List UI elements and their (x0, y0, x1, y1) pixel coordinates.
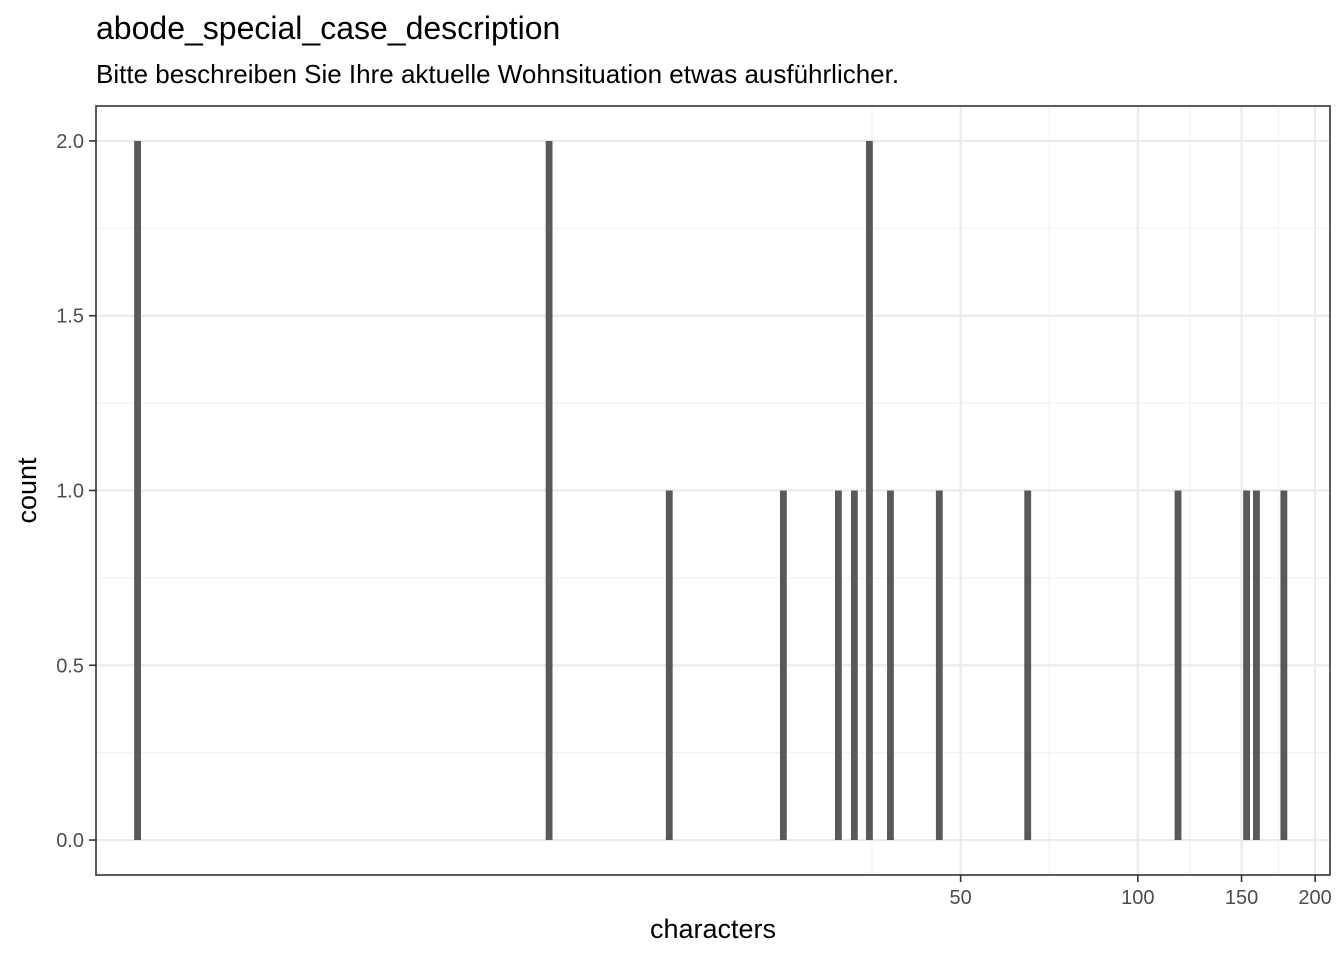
x-tick-label: 150 (1225, 887, 1258, 909)
histogram-bar (134, 140, 141, 841)
y-tick-label: 2.0 (56, 131, 84, 153)
y-tick-label: 1.5 (56, 306, 84, 328)
histogram-bar (1243, 490, 1251, 841)
histogram-bar (1024, 490, 1032, 841)
histogram-bar (834, 490, 842, 841)
histogram-bar (545, 140, 553, 841)
histogram-bar (866, 140, 873, 841)
histogram-bar (1253, 490, 1260, 841)
y-tick-label: 0.5 (56, 655, 84, 677)
histogram-bar (779, 490, 787, 841)
histogram-bar (850, 490, 858, 841)
x-tick-label: 100 (1121, 887, 1154, 909)
histogram-bars (134, 140, 1288, 841)
x-axis: 50 100 150 200 (949, 875, 1332, 909)
histogram-bar (1174, 490, 1182, 841)
histogram-bar (935, 490, 943, 841)
y-tick-label: 1.0 (56, 481, 84, 503)
chart-subtitle: Bitte beschreiben Sie Ihre aktuelle Wohn… (96, 59, 900, 89)
major-gridlines (96, 106, 1330, 875)
x-tick-label: 50 (949, 887, 971, 909)
y-axis-title: count (12, 457, 42, 524)
x-axis-title: characters (650, 914, 776, 944)
histogram-bar (1280, 490, 1288, 841)
histogram-bar (887, 490, 894, 841)
y-tick-label: 0.0 (56, 830, 84, 852)
chart-title: abode_special_case_description (96, 10, 561, 46)
histogram-bar (665, 490, 673, 841)
y-axis: 0.0 0.5 1.0 1.5 2.0 (56, 131, 96, 852)
x-tick-label: 200 (1298, 887, 1331, 909)
